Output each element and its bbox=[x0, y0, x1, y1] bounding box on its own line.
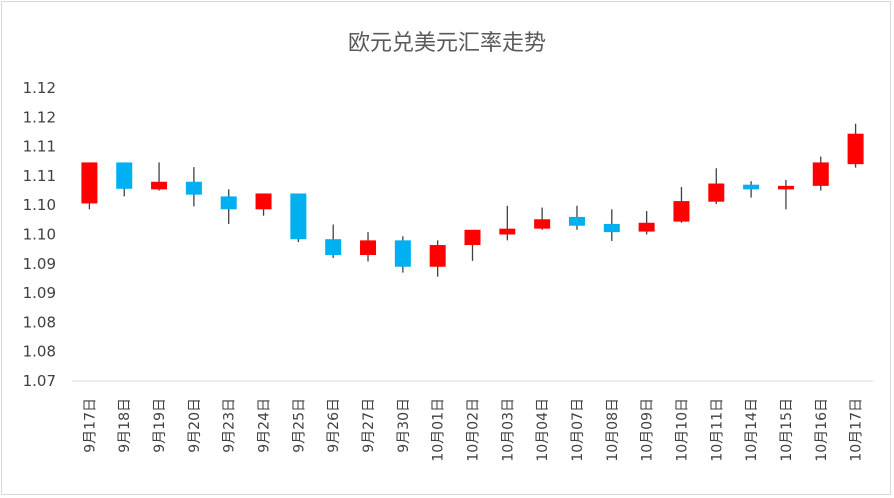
candle-body-down bbox=[325, 239, 342, 256]
candle-body-up bbox=[464, 229, 481, 246]
x-tick-label: 10月17日 bbox=[849, 398, 865, 462]
x-tick-label: 9月23日 bbox=[222, 398, 238, 453]
candle-body-up bbox=[499, 228, 516, 235]
x-axis: 9月17日 9月18日 9月19日 9月20日 9月23日 9月24日 9月25日 9月26日… bbox=[72, 380, 873, 462]
x-tick-label: 9月20日 bbox=[187, 398, 203, 453]
candle-body-up bbox=[812, 162, 829, 186]
candle-body-down bbox=[743, 184, 760, 190]
x-tick-label: 10月07日 bbox=[570, 398, 586, 462]
candle-body-up bbox=[360, 240, 377, 256]
y-tick-label: 1.10 bbox=[23, 226, 56, 244]
candle-body-down bbox=[568, 216, 585, 226]
y-tick-label: 1.10 bbox=[23, 196, 56, 214]
candle-body-up bbox=[673, 201, 690, 222]
candles bbox=[81, 123, 864, 277]
x-tick-label: 10月15日 bbox=[779, 398, 795, 462]
x-tick-label: 10月10日 bbox=[674, 398, 690, 462]
y-tick-label: 1.09 bbox=[23, 284, 56, 302]
x-tick-label: 9月18日 bbox=[117, 398, 133, 453]
x-tick-label: 9月26日 bbox=[326, 398, 342, 453]
candle-body-up bbox=[638, 222, 655, 232]
x-tick-label: 10月02日 bbox=[466, 398, 482, 462]
candle-body-up bbox=[255, 193, 272, 210]
x-tick-label: 9月27日 bbox=[361, 398, 377, 453]
chart-title: 欧元兑美元汇率走势 bbox=[348, 31, 546, 56]
x-tick-label: 10月14日 bbox=[744, 398, 760, 462]
x-tick-label: 10月04日 bbox=[535, 398, 551, 462]
y-tick-label: 1.11 bbox=[23, 138, 56, 156]
candle-body-up bbox=[429, 245, 446, 267]
candle-body-up bbox=[777, 185, 794, 190]
x-tick-label: 10月11日 bbox=[709, 398, 725, 462]
candle-body-down bbox=[116, 162, 133, 189]
candle-body-down bbox=[603, 223, 620, 233]
x-tick-label: 9月19日 bbox=[152, 398, 168, 453]
candle-body-up bbox=[81, 162, 98, 204]
y-tick-label: 1.08 bbox=[23, 313, 56, 331]
y-tick-label: 1.07 bbox=[23, 372, 56, 390]
y-axis: 1.12 1.12 1.11 1.11 1.10 1.10 1.09 1.09 1.08 1.08… bbox=[23, 79, 56, 390]
candle-body-down bbox=[220, 196, 237, 210]
y-tick-label: 1.09 bbox=[23, 255, 56, 273]
x-tick-label: 10月01日 bbox=[431, 398, 447, 462]
x-tick-label: 9月17日 bbox=[82, 398, 98, 453]
y-tick-label: 1.12 bbox=[23, 79, 56, 97]
y-tick-label: 1.08 bbox=[23, 343, 56, 361]
y-tick-label: 1.11 bbox=[23, 167, 56, 185]
candle-body-up bbox=[708, 183, 725, 202]
x-tick-label: 9月24日 bbox=[257, 398, 273, 453]
candle-body-down bbox=[290, 193, 307, 240]
x-tick-label: 10月08日 bbox=[605, 398, 621, 462]
x-tick-label: 9月30日 bbox=[396, 398, 412, 453]
candle-body-up bbox=[534, 219, 551, 229]
y-tick-label: 1.12 bbox=[23, 108, 56, 126]
x-tick-label: 10月16日 bbox=[814, 398, 830, 462]
x-tick-label: 9月25日 bbox=[291, 398, 307, 453]
candle-body-up bbox=[847, 133, 864, 165]
candle-body-down bbox=[185, 181, 202, 195]
candle-body-up bbox=[151, 181, 168, 190]
x-tick-label: 10月03日 bbox=[500, 398, 516, 462]
x-tick-label: 10月09日 bbox=[640, 398, 656, 462]
candle-body-down bbox=[394, 240, 411, 267]
